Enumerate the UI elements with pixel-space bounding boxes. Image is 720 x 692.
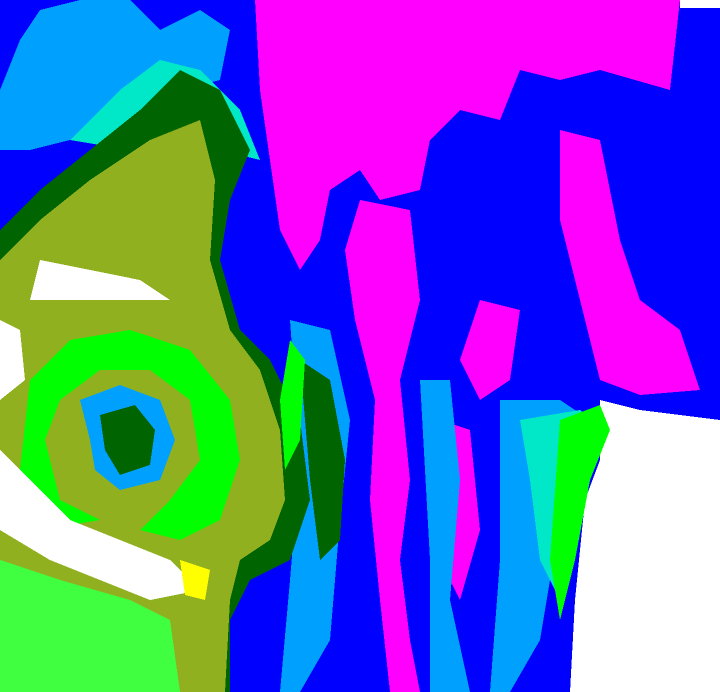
white-patch-left bbox=[0, 320, 25, 400]
white-patches-upper bbox=[30, 260, 170, 300]
white-corner-top-right bbox=[680, 0, 720, 8]
magenta-streak-center bbox=[345, 200, 420, 692]
magenta-streak-mid bbox=[460, 300, 520, 400]
dark-green-eye bbox=[100, 405, 155, 475]
light-blue-region-top-left bbox=[0, 0, 230, 150]
green-band-right bbox=[280, 340, 305, 470]
dark-green-band-right bbox=[300, 360, 345, 560]
green-spiral-band bbox=[20, 330, 240, 540]
magenta-region-top bbox=[255, 0, 680, 270]
green-fringe-bottom-right bbox=[550, 405, 610, 620]
light-blue-streak-2 bbox=[420, 380, 470, 692]
yellow-spots bbox=[180, 560, 210, 600]
white-region-bottom-right bbox=[570, 400, 720, 692]
magenta-streak-right bbox=[560, 130, 700, 395]
bright-green-bottom-left bbox=[0, 560, 180, 692]
white-spiral-arc bbox=[0, 450, 200, 600]
